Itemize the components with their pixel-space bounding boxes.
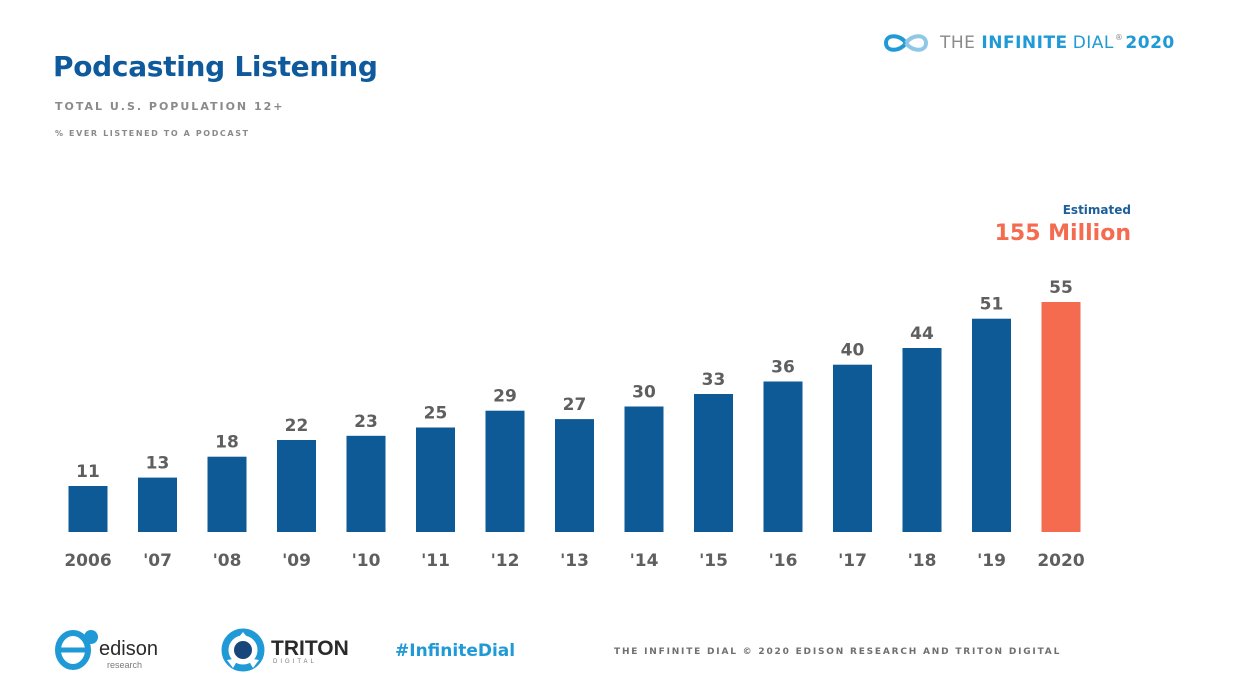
data-label: 11 (76, 462, 100, 482)
bar-16 (763, 381, 803, 532)
data-label: 29 (493, 387, 517, 407)
x-tick-label: 2020 (1037, 551, 1084, 571)
triton-logo: TRITON DIGITAL (221, 628, 351, 674)
bar-19 (972, 318, 1011, 532)
edison-mark-icon (55, 630, 98, 670)
brand-the: THE (940, 33, 976, 53)
data-label: 44 (910, 324, 934, 344)
hashtag-link[interactable]: #InfiniteDial (395, 641, 516, 661)
bar-2006 (68, 486, 108, 532)
data-label: 13 (146, 454, 170, 474)
data-label: 51 (980, 295, 1004, 315)
x-tick-label: '12 (491, 551, 520, 571)
data-label: 55 (1049, 278, 1073, 298)
brand-dial: DIAL (1072, 33, 1114, 53)
edison-wordmark: edison (99, 638, 158, 660)
bar-17 (833, 364, 872, 532)
bar-09 (277, 440, 316, 532)
x-tick-label: '16 (769, 551, 798, 571)
bar-14 (624, 406, 664, 532)
x-tick-label: '07 (143, 551, 172, 571)
page-subtitle: TOTAL U.S. POPULATION 12+ (55, 100, 285, 113)
bar-11 (416, 427, 455, 532)
triton-digital-label: DIGITAL (273, 659, 317, 665)
triton-wordmark: TRITON (271, 637, 349, 660)
x-tick-label: '17 (838, 551, 867, 571)
page-subsubtitle: % EVER LISTENED TO A PODCAST (55, 129, 250, 138)
x-tick-label: '08 (213, 551, 242, 571)
brand-registered-mark: ® (1114, 32, 1124, 42)
x-tick-label: '18 (908, 551, 937, 571)
bar-12 (485, 410, 525, 532)
page-title: Podcasting Listening (53, 50, 378, 83)
bar-2020 (1041, 302, 1081, 532)
estimated-million-label: 155 Million (994, 221, 1131, 246)
brand-year: 2020 (1125, 33, 1175, 53)
data-label: 33 (702, 370, 726, 390)
bar-10 (346, 435, 386, 532)
data-label: 22 (285, 416, 309, 436)
estimated-label: Estimated (1062, 203, 1131, 217)
x-tick-label: '15 (699, 551, 728, 571)
bar-13 (555, 419, 594, 532)
x-tick-label: '10 (352, 551, 381, 571)
x-tick-label: '11 (421, 551, 450, 571)
triton-mark-icon (221, 628, 265, 672)
edison-logo: edison research (53, 628, 173, 674)
data-label: 30 (632, 383, 656, 403)
bar-15 (694, 394, 733, 532)
data-label: 18 (215, 433, 239, 453)
data-label: 40 (841, 341, 865, 361)
copyright-notice: THE INFINITE DIAL © 2020 EDISON RESEARCH… (614, 647, 1062, 657)
bar-07 (138, 477, 177, 532)
x-tick-label: 2006 (64, 551, 111, 571)
data-label: 23 (354, 412, 378, 432)
brand-infinite: INFINITE (981, 33, 1068, 53)
data-label: 25 (424, 404, 448, 424)
x-tick-label: '13 (560, 551, 589, 571)
infinite-dial-brand: THE INFINITE DIAL ® 2020 (880, 31, 1175, 55)
infinity-loop-icon (883, 34, 929, 52)
bar-18 (902, 348, 942, 532)
data-label: 36 (771, 358, 795, 378)
x-tick-label: '14 (630, 551, 659, 571)
edison-research-label: research (107, 660, 143, 670)
data-label: 27 (563, 395, 587, 415)
x-tick-label: '19 (977, 551, 1006, 571)
x-tick-label: '09 (282, 551, 311, 571)
bar-08 (207, 456, 247, 532)
